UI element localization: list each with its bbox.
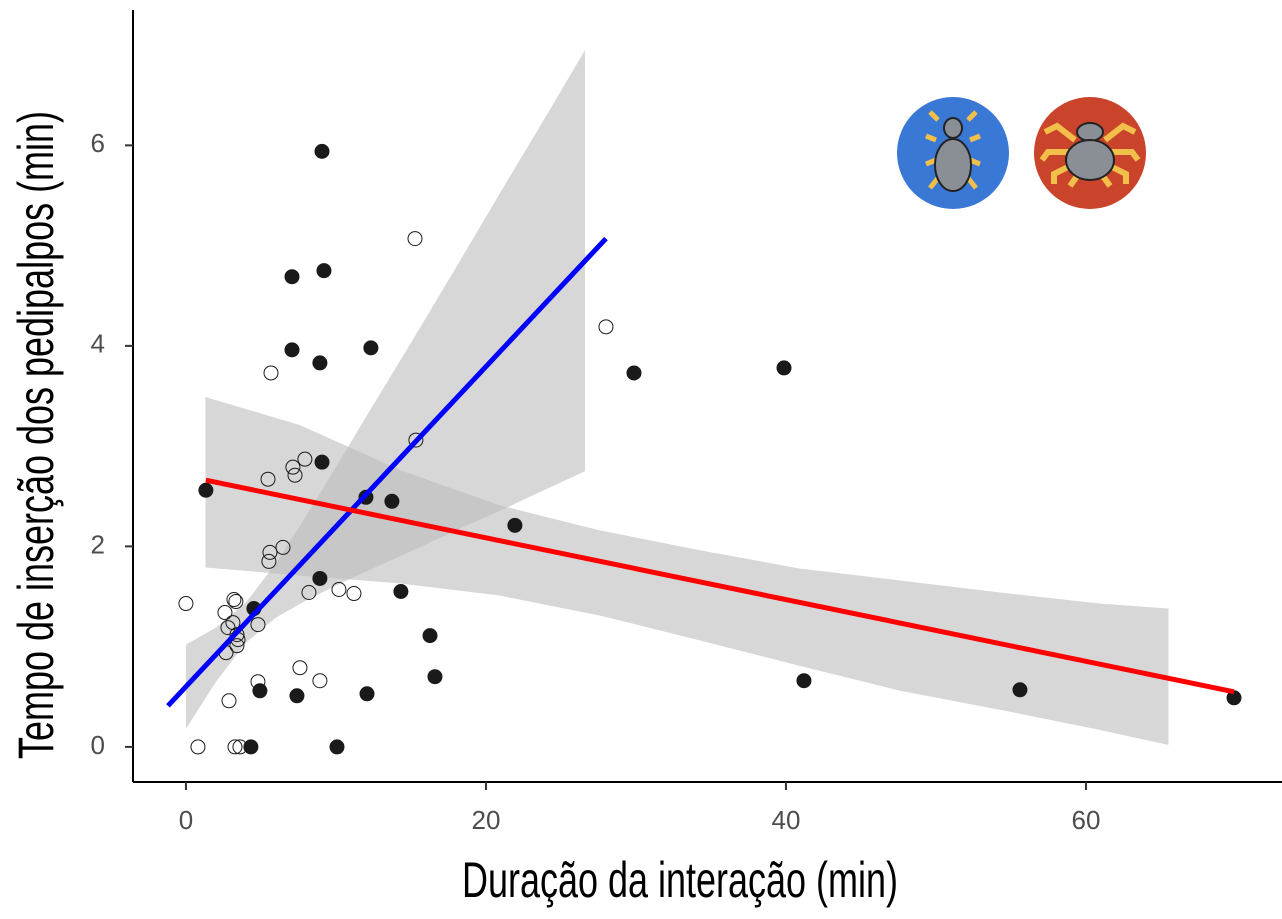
point — [226, 592, 242, 608]
y-tick-label: 0 — [91, 730, 105, 760]
point — [262, 544, 278, 560]
x-tick-label: 0 — [179, 805, 193, 835]
y-tick-label: 4 — [91, 329, 105, 359]
point — [331, 582, 347, 598]
fit-line — [205, 477, 1235, 695]
point — [227, 739, 243, 755]
y-axis-title-group: Tempo de inserção dos pedipalpos (min) — [10, 111, 65, 759]
point — [190, 739, 206, 755]
y-tick-label: 2 — [91, 529, 105, 559]
point — [198, 482, 214, 498]
point — [260, 471, 276, 487]
point — [407, 231, 423, 247]
point — [178, 596, 194, 612]
point — [363, 340, 379, 356]
point — [250, 674, 266, 690]
point — [776, 360, 792, 376]
point — [393, 584, 409, 600]
point — [225, 615, 241, 631]
y-axis-title: Tempo de inserção dos pedipalpos (min) — [10, 111, 65, 759]
x-axis-title: Duração da interação (min) — [462, 854, 898, 909]
fit-line — [166, 236, 608, 708]
point — [329, 739, 345, 755]
point — [796, 673, 812, 689]
point — [261, 553, 277, 569]
point — [507, 517, 523, 533]
point — [297, 451, 313, 467]
point — [312, 673, 328, 689]
point — [250, 617, 266, 633]
point — [284, 342, 300, 358]
point — [312, 570, 328, 586]
point — [427, 669, 443, 685]
x-tick-label: 20 — [471, 805, 500, 835]
point — [263, 365, 279, 381]
point — [292, 660, 308, 676]
point — [422, 628, 438, 644]
point — [1012, 682, 1028, 698]
y-tick-label: 6 — [91, 128, 105, 158]
point — [217, 605, 233, 621]
icon-beetle — [897, 97, 1009, 209]
point — [312, 355, 328, 371]
point — [243, 739, 259, 755]
point — [229, 627, 245, 643]
point — [285, 459, 301, 475]
point — [314, 454, 330, 470]
point — [314, 143, 330, 159]
point — [626, 365, 642, 381]
point — [221, 693, 237, 709]
point — [232, 739, 248, 755]
confidence-band — [185, 50, 585, 729]
point — [252, 683, 268, 699]
point — [598, 319, 614, 335]
x-axis-title-group: Duração da interação (min) — [462, 854, 898, 909]
confidence-band — [205, 397, 1169, 745]
x-tick-label: 40 — [771, 805, 800, 835]
point — [384, 493, 400, 509]
point — [301, 585, 317, 601]
point — [287, 467, 303, 483]
point — [229, 638, 245, 654]
plot-area — [166, 50, 1242, 755]
point — [228, 594, 244, 610]
point — [284, 269, 300, 285]
point — [408, 432, 424, 448]
point — [316, 263, 332, 279]
point — [275, 539, 291, 555]
x-tick-label: 60 — [1071, 805, 1100, 835]
icon-spider — [1034, 97, 1146, 209]
point — [359, 686, 375, 702]
point — [346, 586, 362, 602]
point — [289, 688, 305, 704]
